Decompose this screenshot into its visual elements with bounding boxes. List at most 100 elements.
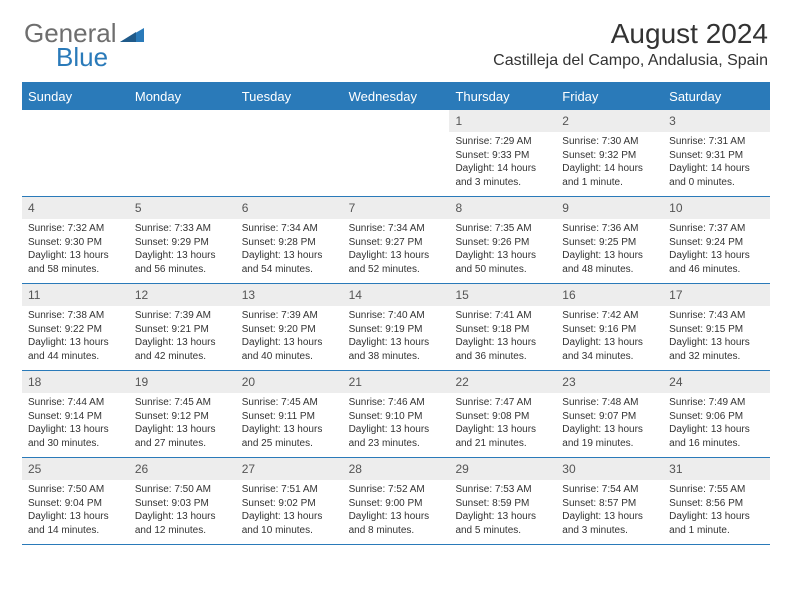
daylight-line: Daylight: 13 hours and 19 minutes. xyxy=(562,423,657,450)
day-number: 29 xyxy=(449,458,556,480)
sunset-line: Sunset: 9:32 PM xyxy=(562,149,657,163)
day-cell: 26Sunrise: 7:50 AMSunset: 9:03 PMDayligh… xyxy=(129,458,236,544)
day-number: 13 xyxy=(236,284,343,306)
day-number: 16 xyxy=(556,284,663,306)
sunrise-line: Sunrise: 7:29 AM xyxy=(455,135,550,149)
day-number: 28 xyxy=(343,458,450,480)
sunset-line: Sunset: 9:31 PM xyxy=(669,149,764,163)
day-header: Friday xyxy=(556,83,663,110)
day-body: Sunrise: 7:39 AMSunset: 9:21 PMDaylight:… xyxy=(129,306,236,367)
sunrise-line: Sunrise: 7:42 AM xyxy=(562,309,657,323)
week-row: 25Sunrise: 7:50 AMSunset: 9:04 PMDayligh… xyxy=(22,458,770,545)
sunrise-line: Sunrise: 7:31 AM xyxy=(669,135,764,149)
month-title: August 2024 xyxy=(493,18,768,50)
day-body: Sunrise: 7:34 AMSunset: 9:27 PMDaylight:… xyxy=(343,219,450,280)
daylight-line: Daylight: 13 hours and 54 minutes. xyxy=(242,249,337,276)
sunset-line: Sunset: 9:22 PM xyxy=(28,323,123,337)
day-cell: 21Sunrise: 7:46 AMSunset: 9:10 PMDayligh… xyxy=(343,371,450,457)
day-body: Sunrise: 7:31 AMSunset: 9:31 PMDaylight:… xyxy=(663,132,770,193)
daylight-line: Daylight: 13 hours and 52 minutes. xyxy=(349,249,444,276)
day-number: 27 xyxy=(236,458,343,480)
sunrise-line: Sunrise: 7:52 AM xyxy=(349,483,444,497)
sunrise-line: Sunrise: 7:50 AM xyxy=(28,483,123,497)
sunset-line: Sunset: 9:07 PM xyxy=(562,410,657,424)
day-number: 2 xyxy=(556,110,663,132)
day-number: 17 xyxy=(663,284,770,306)
day-number: 14 xyxy=(343,284,450,306)
title-block: August 2024 Castilleja del Campo, Andalu… xyxy=(493,18,768,70)
daylight-line: Daylight: 13 hours and 30 minutes. xyxy=(28,423,123,450)
day-number: 31 xyxy=(663,458,770,480)
week-row: 18Sunrise: 7:44 AMSunset: 9:14 PMDayligh… xyxy=(22,371,770,458)
logo-triangle-icon xyxy=(120,24,144,47)
daylight-line: Daylight: 13 hours and 25 minutes. xyxy=(242,423,337,450)
daylight-line: Daylight: 13 hours and 3 minutes. xyxy=(562,510,657,537)
daylight-line: Daylight: 13 hours and 34 minutes. xyxy=(562,336,657,363)
daylight-line: Daylight: 13 hours and 38 minutes. xyxy=(349,336,444,363)
day-body: Sunrise: 7:34 AMSunset: 9:28 PMDaylight:… xyxy=(236,219,343,280)
sunrise-line: Sunrise: 7:47 AM xyxy=(455,396,550,410)
day-number: 18 xyxy=(22,371,129,393)
sunrise-line: Sunrise: 7:34 AM xyxy=(349,222,444,236)
day-body: Sunrise: 7:42 AMSunset: 9:16 PMDaylight:… xyxy=(556,306,663,367)
sunset-line: Sunset: 9:00 PM xyxy=(349,497,444,511)
day-body: Sunrise: 7:45 AMSunset: 9:11 PMDaylight:… xyxy=(236,393,343,454)
day-cell: 16Sunrise: 7:42 AMSunset: 9:16 PMDayligh… xyxy=(556,284,663,370)
daylight-line: Daylight: 13 hours and 40 minutes. xyxy=(242,336,337,363)
day-cell: 3Sunrise: 7:31 AMSunset: 9:31 PMDaylight… xyxy=(663,110,770,196)
logo: General Blue xyxy=(24,18,146,49)
day-cell: 7Sunrise: 7:34 AMSunset: 9:27 PMDaylight… xyxy=(343,197,450,283)
day-cell xyxy=(236,110,343,196)
day-cell: 6Sunrise: 7:34 AMSunset: 9:28 PMDaylight… xyxy=(236,197,343,283)
sunrise-line: Sunrise: 7:41 AM xyxy=(455,309,550,323)
day-cell: 10Sunrise: 7:37 AMSunset: 9:24 PMDayligh… xyxy=(663,197,770,283)
sunset-line: Sunset: 9:08 PM xyxy=(455,410,550,424)
day-cell: 8Sunrise: 7:35 AMSunset: 9:26 PMDaylight… xyxy=(449,197,556,283)
day-body: Sunrise: 7:53 AMSunset: 8:59 PMDaylight:… xyxy=(449,480,556,541)
day-cell: 31Sunrise: 7:55 AMSunset: 8:56 PMDayligh… xyxy=(663,458,770,544)
sunset-line: Sunset: 9:19 PM xyxy=(349,323,444,337)
header: General Blue August 2024 Castilleja del … xyxy=(0,0,792,74)
sunrise-line: Sunrise: 7:36 AM xyxy=(562,222,657,236)
day-number: 11 xyxy=(22,284,129,306)
day-header: Tuesday xyxy=(236,83,343,110)
day-header: Thursday xyxy=(449,83,556,110)
sunrise-line: Sunrise: 7:43 AM xyxy=(669,309,764,323)
week-row: 11Sunrise: 7:38 AMSunset: 9:22 PMDayligh… xyxy=(22,284,770,371)
sunset-line: Sunset: 9:16 PM xyxy=(562,323,657,337)
day-number: 23 xyxy=(556,371,663,393)
day-header-row: SundayMondayTuesdayWednesdayThursdayFrid… xyxy=(22,83,770,110)
day-number: 10 xyxy=(663,197,770,219)
sunset-line: Sunset: 9:33 PM xyxy=(455,149,550,163)
day-number: 5 xyxy=(129,197,236,219)
day-number: 24 xyxy=(663,371,770,393)
sunset-line: Sunset: 9:20 PM xyxy=(242,323,337,337)
sunrise-line: Sunrise: 7:34 AM xyxy=(242,222,337,236)
calendar: SundayMondayTuesdayWednesdayThursdayFrid… xyxy=(22,82,770,545)
day-number: 7 xyxy=(343,197,450,219)
daylight-line: Daylight: 13 hours and 1 minute. xyxy=(669,510,764,537)
day-body: Sunrise: 7:51 AMSunset: 9:02 PMDaylight:… xyxy=(236,480,343,541)
sunrise-line: Sunrise: 7:45 AM xyxy=(242,396,337,410)
week-row: 1Sunrise: 7:29 AMSunset: 9:33 PMDaylight… xyxy=(22,110,770,197)
daylight-line: Daylight: 14 hours and 3 minutes. xyxy=(455,162,550,189)
sunset-line: Sunset: 9:14 PM xyxy=(28,410,123,424)
sunset-line: Sunset: 9:04 PM xyxy=(28,497,123,511)
daylight-line: Daylight: 13 hours and 32 minutes. xyxy=(669,336,764,363)
day-number: 9 xyxy=(556,197,663,219)
sunset-line: Sunset: 9:24 PM xyxy=(669,236,764,250)
day-body: Sunrise: 7:52 AMSunset: 9:00 PMDaylight:… xyxy=(343,480,450,541)
sunset-line: Sunset: 8:57 PM xyxy=(562,497,657,511)
daylight-line: Daylight: 13 hours and 21 minutes. xyxy=(455,423,550,450)
day-cell: 2Sunrise: 7:30 AMSunset: 9:32 PMDaylight… xyxy=(556,110,663,196)
daylight-line: Daylight: 13 hours and 10 minutes. xyxy=(242,510,337,537)
day-cell: 24Sunrise: 7:49 AMSunset: 9:06 PMDayligh… xyxy=(663,371,770,457)
day-body: Sunrise: 7:38 AMSunset: 9:22 PMDaylight:… xyxy=(22,306,129,367)
logo-text-blue: Blue xyxy=(56,42,108,73)
sunset-line: Sunset: 9:11 PM xyxy=(242,410,337,424)
daylight-line: Daylight: 13 hours and 42 minutes. xyxy=(135,336,230,363)
sunrise-line: Sunrise: 7:37 AM xyxy=(669,222,764,236)
daylight-line: Daylight: 13 hours and 56 minutes. xyxy=(135,249,230,276)
sunrise-line: Sunrise: 7:53 AM xyxy=(455,483,550,497)
day-body: Sunrise: 7:36 AMSunset: 9:25 PMDaylight:… xyxy=(556,219,663,280)
